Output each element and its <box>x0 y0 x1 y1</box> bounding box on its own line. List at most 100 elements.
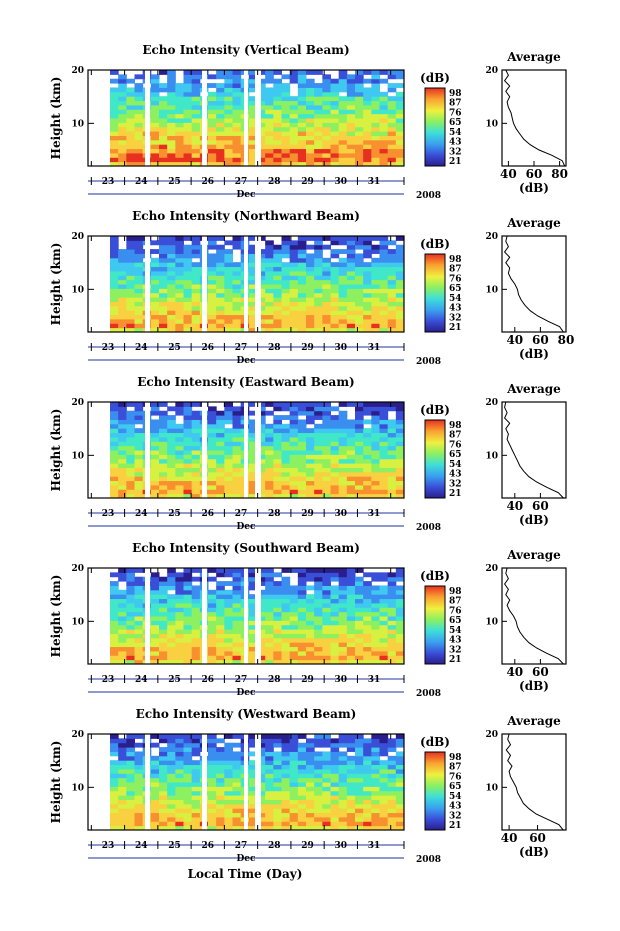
heatmap-cell <box>248 773 258 779</box>
heatmap-cell <box>216 249 225 254</box>
heatmap-cell <box>395 493 405 499</box>
heatmap-cell <box>257 795 266 800</box>
heatmap-cell <box>126 284 135 289</box>
heatmap-cell <box>281 266 291 272</box>
heatmap-cell <box>175 764 184 770</box>
heatmap-cell <box>208 642 217 648</box>
heatmap-cell <box>248 493 258 499</box>
heatmap-cell <box>216 795 225 800</box>
heatmap-cell <box>208 821 217 827</box>
heatmap-cell <box>110 786 119 792</box>
heatmap-cell <box>248 275 258 281</box>
heatmap-cell <box>379 480 389 486</box>
heatmap-cell <box>371 266 380 272</box>
heatmap-cell <box>297 594 307 600</box>
heatmap-cell <box>395 131 405 136</box>
heatmap-cell <box>110 419 119 425</box>
heatmap-cell <box>126 616 135 621</box>
heatmap-cell <box>322 83 331 88</box>
heatmap-cell <box>387 489 397 495</box>
heatmap-cell <box>167 253 176 259</box>
heatmap-cell <box>371 288 380 294</box>
figure-xlabel: Local Time (Day) <box>188 867 303 881</box>
heatmap-cell <box>379 428 389 434</box>
heatmap-cell <box>281 581 291 586</box>
heatmap-cell <box>265 646 274 652</box>
heatmap-cell <box>395 253 405 259</box>
heatmap-cell <box>379 790 389 796</box>
heatmap-cell <box>265 471 274 477</box>
heatmap-cell <box>224 139 233 145</box>
colorbar-tick-label: 32 <box>449 313 462 323</box>
heatmap-cell <box>387 419 397 425</box>
heatmap-cell <box>208 637 217 643</box>
heatmap-cell <box>175 402 184 407</box>
heatmap-cell <box>306 104 315 110</box>
heatmap-cell <box>273 790 282 796</box>
heatmap-cell <box>297 589 307 595</box>
heatmap-cell <box>379 284 389 289</box>
heatmap-cell <box>191 821 201 827</box>
heatmap-cell <box>379 297 389 302</box>
heatmap-cell <box>167 620 176 626</box>
heatmap-cell <box>306 598 315 604</box>
heatmap-cell <box>134 450 144 455</box>
heatmap-cell <box>232 742 242 748</box>
heatmap-cell <box>371 607 380 613</box>
heatmap-cell <box>191 83 201 88</box>
heatmap-cell <box>379 144 389 150</box>
heatmap-cell <box>208 655 217 661</box>
heatmap-cell <box>306 157 315 163</box>
heatmap-cell <box>110 738 119 744</box>
heatmap-cell <box>306 821 315 827</box>
heatmap-cell <box>167 790 176 796</box>
heatmap-cell <box>355 795 364 800</box>
heatmap-cell <box>346 655 356 661</box>
heatmap-cell <box>395 152 405 158</box>
heatmap-cell <box>265 91 274 97</box>
heatmap-cell <box>314 314 323 320</box>
heatmap-cell <box>338 292 348 298</box>
heatmap-cell <box>134 301 144 307</box>
heatmap-cell <box>363 118 372 123</box>
heatmap-cell <box>183 786 193 792</box>
heatmap-cell <box>208 131 217 136</box>
heatmap-cell <box>379 253 389 259</box>
heatmap-cell <box>191 91 201 97</box>
heatmap-cell <box>216 236 225 241</box>
heatmap-cell <box>265 616 274 621</box>
heatmap-cell <box>387 467 397 473</box>
heatmap-cell <box>314 795 323 800</box>
heatmap-cell <box>387 297 397 302</box>
heatmap-cell <box>118 633 127 639</box>
heatmap-cell <box>363 476 372 482</box>
heatmap-cell <box>208 458 217 464</box>
heatmap-cell <box>150 157 160 163</box>
heatmap-cell <box>224 266 233 272</box>
heatmap-cell <box>191 629 201 634</box>
data-gap <box>202 568 207 664</box>
heatmap-cell <box>338 96 348 102</box>
heatmap-cell <box>297 445 307 451</box>
heatmap-cell <box>224 126 233 132</box>
colorbar-tick-label: 54 <box>449 460 462 470</box>
heatmap-cell <box>322 773 331 779</box>
heatmap-cell <box>232 262 242 268</box>
heatmap-cell <box>150 589 160 595</box>
heatmap-cell <box>346 279 356 285</box>
heatmap-cell <box>273 458 282 464</box>
heatmap-cell <box>289 476 299 482</box>
heatmap-cell <box>281 463 291 468</box>
heatmap-cell <box>110 659 119 665</box>
heatmap-cell <box>297 240 307 246</box>
heatmap-cell <box>355 489 364 495</box>
heatmap-cell <box>297 288 307 294</box>
heatmap-cell <box>216 318 225 324</box>
heatmap-cell <box>150 821 160 827</box>
heatmap-cell <box>159 419 168 425</box>
heatmap-cell <box>110 305 119 311</box>
heatmap-cell <box>224 790 233 796</box>
heatmap-cell <box>297 786 307 792</box>
heatmap-cell <box>150 484 160 490</box>
heatmap-cell <box>224 734 233 739</box>
